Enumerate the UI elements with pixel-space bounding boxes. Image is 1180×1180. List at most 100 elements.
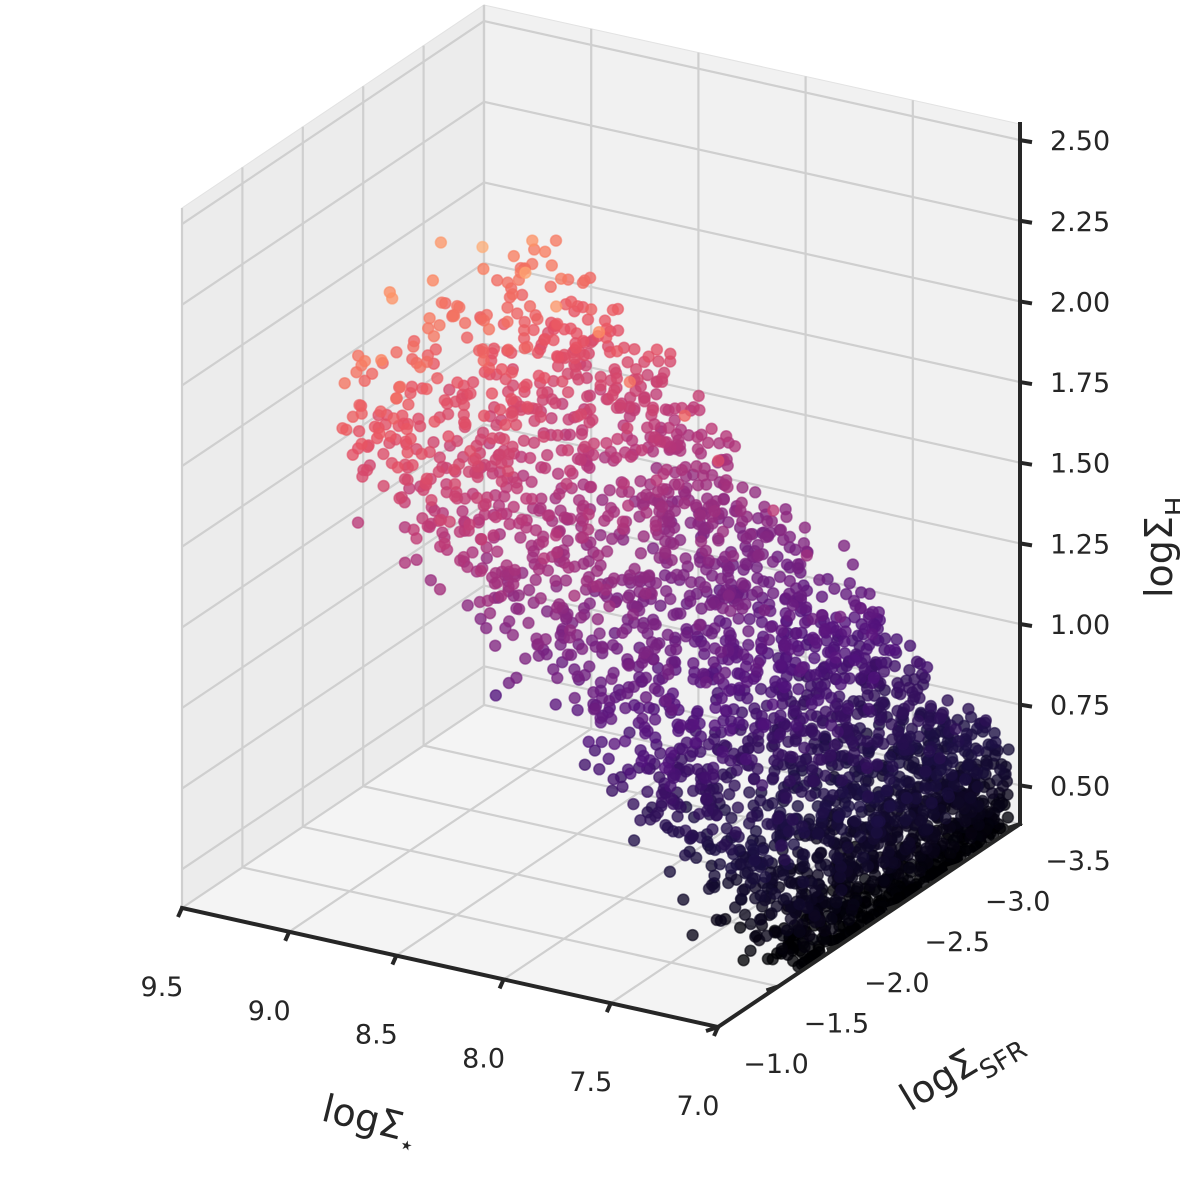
data-point bbox=[487, 388, 498, 399]
data-point bbox=[542, 450, 553, 461]
data-point bbox=[680, 825, 691, 836]
data-point bbox=[640, 728, 651, 739]
data-point bbox=[550, 398, 561, 409]
data-point bbox=[946, 769, 957, 780]
data-point bbox=[783, 826, 794, 837]
data-point bbox=[375, 406, 386, 417]
data-point bbox=[796, 786, 807, 797]
data-point bbox=[640, 588, 651, 599]
data-point bbox=[499, 434, 510, 445]
data-point bbox=[692, 708, 703, 719]
data-point bbox=[671, 644, 682, 655]
data-point bbox=[886, 719, 897, 730]
data-point bbox=[488, 530, 499, 541]
data-point bbox=[973, 745, 984, 756]
data-point bbox=[820, 770, 831, 781]
data-point bbox=[606, 673, 617, 684]
data-point bbox=[513, 590, 524, 601]
data-point bbox=[940, 813, 951, 824]
data-point bbox=[537, 387, 548, 398]
data-point bbox=[934, 753, 945, 764]
data-point bbox=[655, 748, 666, 759]
data-point bbox=[706, 423, 717, 434]
data-point bbox=[913, 731, 924, 742]
data-point bbox=[641, 692, 652, 703]
data-point bbox=[527, 235, 538, 246]
data-point bbox=[641, 507, 652, 518]
data-point bbox=[990, 737, 1001, 748]
data-point bbox=[787, 814, 798, 825]
z-tick-label: 2.00 bbox=[1050, 287, 1110, 318]
data-point bbox=[551, 301, 562, 312]
data-point bbox=[392, 462, 403, 473]
data-point bbox=[700, 582, 711, 593]
data-point bbox=[641, 672, 652, 683]
y-axis-title: logΣSFR bbox=[892, 1014, 1033, 1128]
data-point bbox=[490, 640, 501, 651]
data-point bbox=[599, 515, 610, 526]
data-point bbox=[775, 524, 786, 535]
data-point bbox=[376, 355, 387, 366]
data-point bbox=[452, 377, 463, 388]
data-point bbox=[862, 736, 873, 747]
data-point bbox=[586, 304, 597, 315]
data-point bbox=[561, 478, 572, 489]
data-point bbox=[794, 899, 805, 910]
data-point bbox=[965, 792, 976, 803]
data-point bbox=[597, 494, 608, 505]
data-point bbox=[462, 332, 473, 343]
data-point bbox=[872, 759, 883, 770]
data-point bbox=[855, 603, 866, 614]
data-point bbox=[742, 676, 753, 687]
z-axis-title: logΣH bbox=[1137, 497, 1180, 599]
data-point bbox=[784, 576, 795, 587]
data-point bbox=[416, 448, 427, 459]
data-point bbox=[686, 577, 697, 588]
data-point bbox=[679, 410, 690, 421]
data-point bbox=[601, 438, 612, 449]
data-point bbox=[434, 320, 445, 331]
data-point bbox=[700, 772, 711, 783]
z-tick bbox=[1020, 140, 1032, 142]
z-tick-label: 0.50 bbox=[1050, 771, 1110, 802]
data-point bbox=[756, 644, 767, 655]
data-point bbox=[607, 533, 618, 544]
data-point bbox=[898, 739, 909, 750]
data-point bbox=[724, 789, 735, 800]
data-point bbox=[768, 505, 779, 516]
data-point bbox=[945, 848, 956, 859]
x-tick bbox=[178, 908, 182, 917]
data-point bbox=[887, 761, 898, 772]
data-point bbox=[546, 260, 557, 271]
data-point bbox=[577, 643, 588, 654]
data-point bbox=[817, 591, 828, 602]
data-point bbox=[691, 500, 702, 511]
data-point bbox=[635, 815, 646, 826]
data-point bbox=[500, 419, 511, 430]
data-point bbox=[449, 310, 460, 321]
data-point bbox=[359, 375, 370, 386]
data-point bbox=[580, 360, 591, 371]
data-point bbox=[564, 429, 575, 440]
data-point bbox=[775, 710, 786, 721]
data-point bbox=[664, 866, 675, 877]
data-point bbox=[905, 640, 916, 651]
data-point bbox=[588, 449, 599, 460]
data-point bbox=[867, 629, 878, 640]
data-point bbox=[737, 516, 748, 527]
data-point bbox=[914, 866, 925, 877]
data-point bbox=[642, 786, 653, 797]
z-tick bbox=[1020, 543, 1032, 545]
data-point bbox=[794, 926, 805, 937]
data-point bbox=[603, 394, 614, 405]
y-tick-label: −2.5 bbox=[924, 927, 990, 958]
data-point bbox=[931, 770, 942, 781]
z-tick bbox=[1020, 705, 1032, 707]
data-point bbox=[635, 476, 646, 487]
data-point bbox=[525, 301, 536, 312]
data-point bbox=[736, 894, 747, 905]
y-tick-label: −3.0 bbox=[985, 887, 1051, 918]
data-point bbox=[612, 434, 623, 445]
data-point bbox=[665, 594, 676, 605]
data-point bbox=[848, 755, 859, 766]
